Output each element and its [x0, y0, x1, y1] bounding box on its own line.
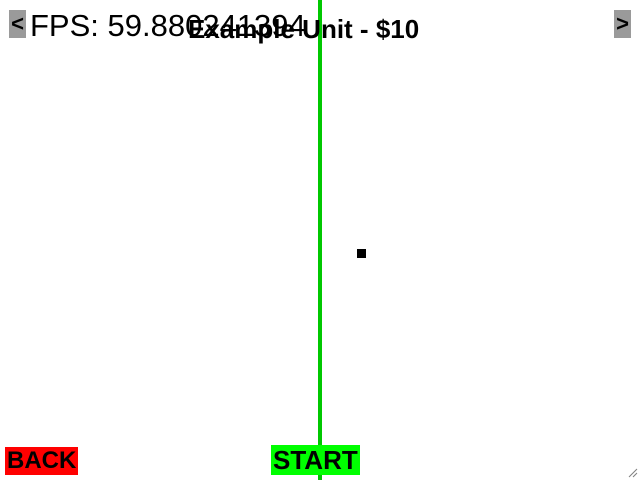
start-button[interactable]: START [271, 445, 360, 475]
next-unit-button[interactable]: > [614, 10, 631, 38]
unit-marker [357, 249, 366, 258]
unit-title: Example Unit - $10 [188, 14, 420, 44]
fps-counter: FPS: 59.880241394 [30, 8, 306, 43]
center-divider-line [318, 0, 322, 480]
resize-grip-icon[interactable] [626, 466, 638, 478]
prev-unit-button[interactable]: < [9, 10, 26, 38]
back-button[interactable]: BACK [5, 447, 79, 475]
